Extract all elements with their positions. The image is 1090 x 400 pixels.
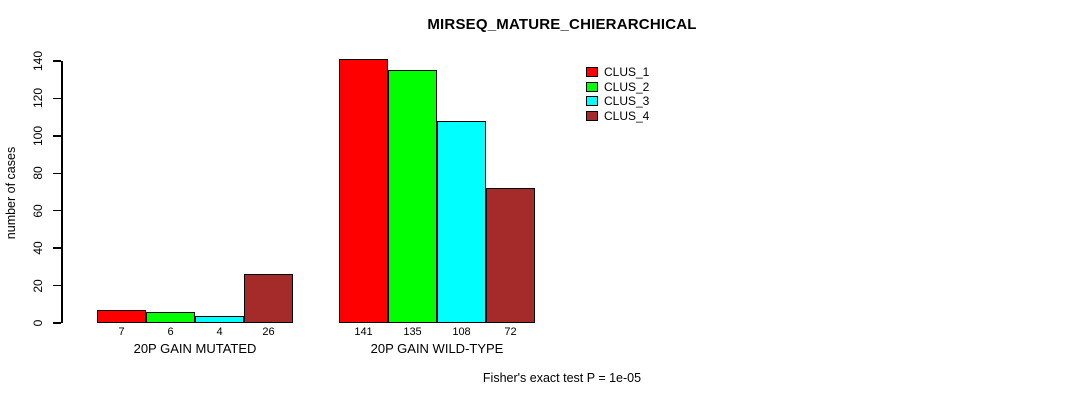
legend-label: CLUS_2 bbox=[604, 79, 650, 94]
legend-row-clus_3: CLUS_3 bbox=[586, 94, 649, 109]
legend-swatch-icon bbox=[586, 96, 598, 107]
y-axis-label: number of cases bbox=[4, 146, 18, 240]
y-tick bbox=[53, 172, 61, 175]
bar-clus_4 bbox=[244, 274, 293, 323]
legend-row-clus_2: CLUS_2 bbox=[586, 80, 649, 95]
bar-value-label: 26 bbox=[262, 326, 275, 338]
bar-value-label: 7 bbox=[118, 326, 125, 338]
y-tick bbox=[53, 97, 61, 100]
legend-swatch-icon bbox=[586, 110, 598, 121]
y-tick bbox=[53, 322, 61, 324]
y-axis-line bbox=[61, 61, 63, 323]
y-tick-label: 80 bbox=[31, 166, 45, 180]
y-tick-label: 60 bbox=[31, 204, 45, 218]
y-tick-label: 100 bbox=[31, 125, 45, 146]
bar-clus_2 bbox=[388, 70, 437, 323]
legend-label: CLUS_3 bbox=[604, 94, 650, 109]
bar-clus_3 bbox=[195, 315, 244, 323]
y-tick bbox=[53, 247, 61, 249]
legend-label: CLUS_4 bbox=[604, 108, 650, 123]
footnote-fishers-test: Fisher's exact test P = 1e-05 bbox=[482, 371, 642, 385]
chart-title: MIRSEQ_MATURE_CHIERARCHICAL bbox=[427, 16, 697, 33]
y-tick bbox=[53, 60, 61, 62]
legend-swatch-icon bbox=[586, 67, 598, 78]
legend-label: CLUS_1 bbox=[604, 65, 650, 80]
y-tick-label: 40 bbox=[31, 241, 45, 255]
legend-row-clus_1: CLUS_1 bbox=[586, 65, 649, 80]
bar-value-label: 6 bbox=[167, 326, 174, 338]
y-tick-label: 140 bbox=[31, 50, 45, 72]
y-tick bbox=[53, 209, 61, 212]
group-label: 20P GAIN MUTATED bbox=[133, 341, 257, 356]
bar-value-label: 72 bbox=[504, 326, 517, 338]
legend: CLUS_1 CLUS_2 CLUS_3 CLUS_4 bbox=[586, 65, 649, 123]
bar-clus_1 bbox=[97, 309, 146, 323]
y-tick-label: 120 bbox=[31, 88, 45, 109]
bar-clus_4 bbox=[486, 188, 535, 323]
legend-row-clus_4: CLUS_4 bbox=[586, 109, 649, 124]
group-label: 20P GAIN WILD-TYPE bbox=[370, 341, 504, 356]
bar-clus_1 bbox=[339, 59, 388, 323]
bar-clus_2 bbox=[146, 311, 195, 323]
bar-value-label: 135 bbox=[403, 326, 422, 338]
legend-swatch-icon bbox=[586, 81, 598, 92]
y-tick-label: 20 bbox=[31, 278, 45, 293]
bar-value-label: 4 bbox=[216, 326, 223, 338]
y-tick bbox=[53, 284, 61, 287]
y-tick-label: 0 bbox=[31, 319, 45, 327]
y-tick bbox=[53, 135, 61, 137]
bar-clus_3 bbox=[437, 120, 486, 323]
bar-value-label: 108 bbox=[452, 326, 471, 338]
bar-value-label: 141 bbox=[354, 326, 373, 338]
